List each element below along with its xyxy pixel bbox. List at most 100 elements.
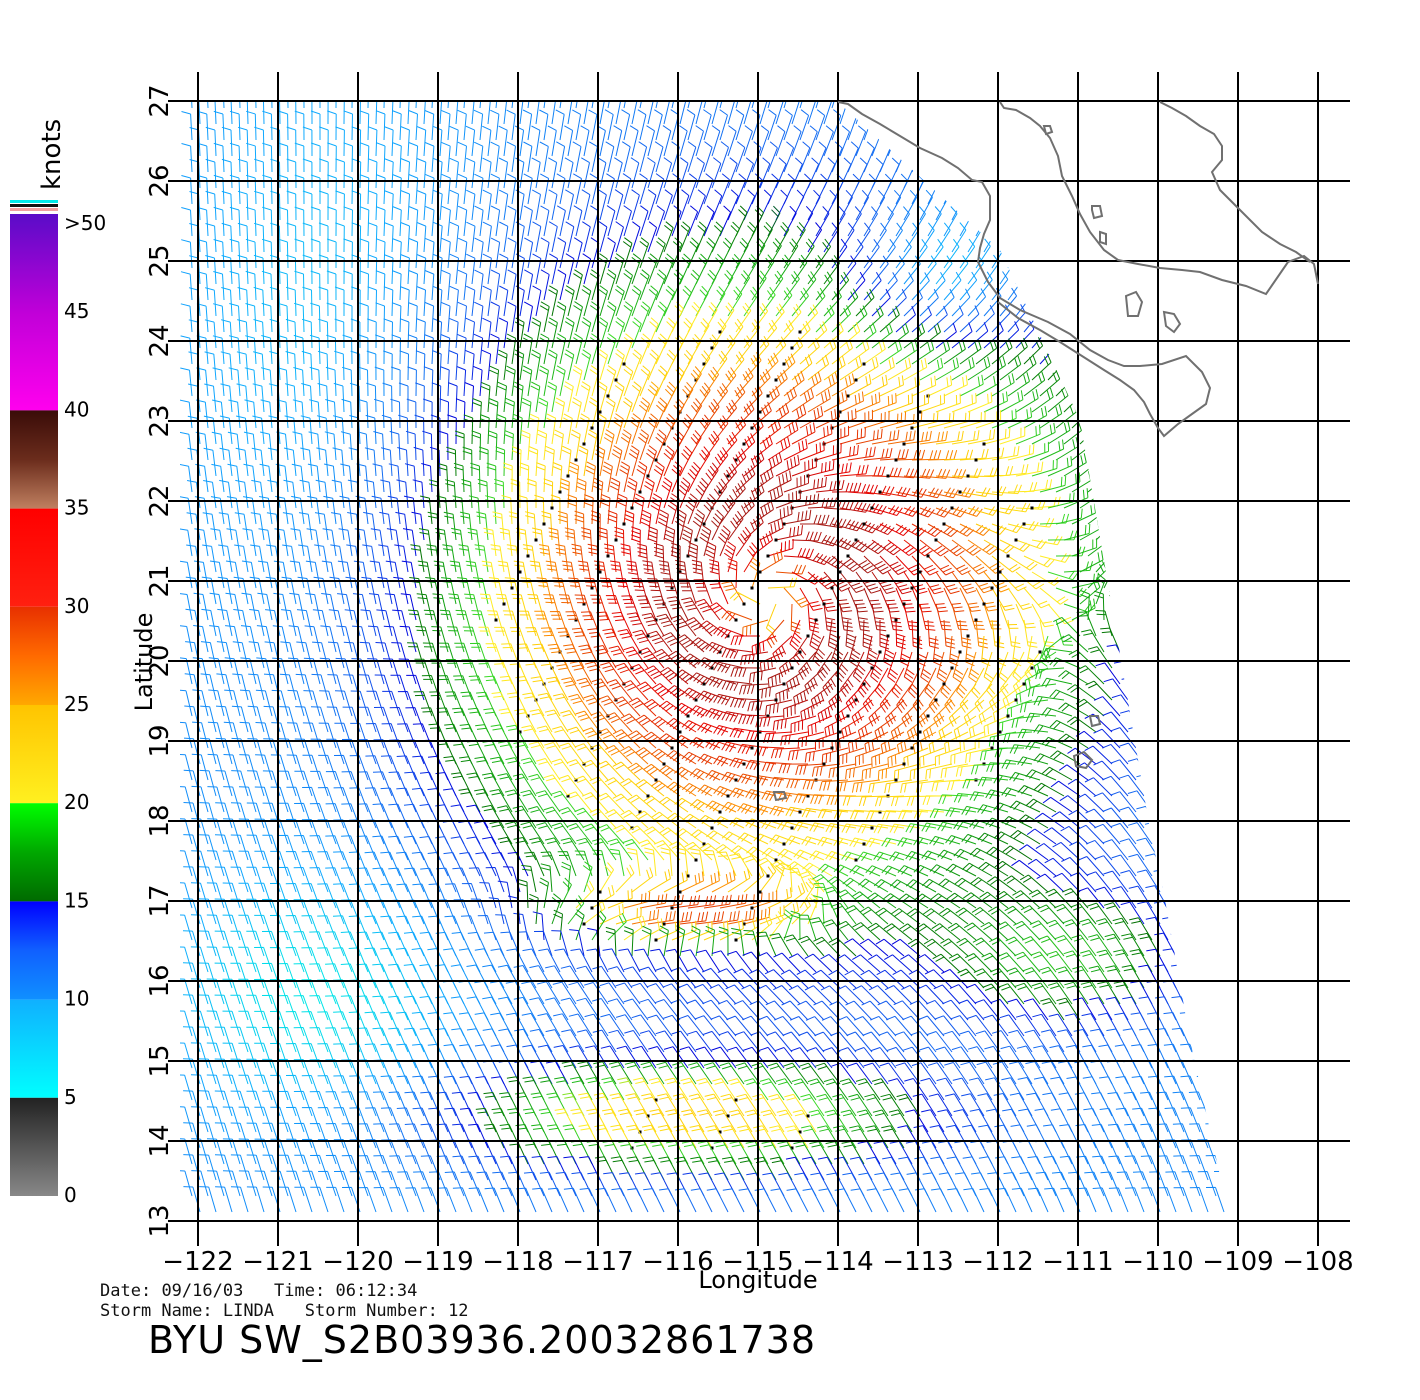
wind-barb xyxy=(1119,205,1129,237)
wind-barb xyxy=(1189,477,1199,509)
wind-barb xyxy=(1161,852,1185,877)
wind-barb xyxy=(481,804,505,829)
rain-flag xyxy=(622,522,626,526)
wind-barb xyxy=(663,413,676,445)
wind-barb xyxy=(1204,995,1225,1021)
wind-barb xyxy=(1095,285,1109,317)
wind-barb xyxy=(863,305,884,333)
wind-barb xyxy=(1183,429,1193,461)
wind-barb xyxy=(262,206,273,237)
wind-barb xyxy=(903,603,920,631)
wind-barb xyxy=(328,609,345,637)
wind-barb xyxy=(871,393,897,413)
wind-barb xyxy=(564,317,575,349)
wind-barb xyxy=(863,173,877,205)
wind-barb xyxy=(620,102,630,109)
wind-barb xyxy=(629,413,641,445)
wind-barb xyxy=(204,351,217,381)
wind-barb xyxy=(590,594,609,621)
wind-barb xyxy=(194,496,209,525)
wind-barb xyxy=(564,381,574,413)
wind-barb xyxy=(877,763,905,781)
colorbar-label: 45 xyxy=(64,299,89,323)
wind-barb xyxy=(679,381,694,413)
wind-barb xyxy=(661,632,689,653)
wind-barb xyxy=(999,287,1018,317)
wind-barb xyxy=(940,667,953,699)
wind-barb xyxy=(895,449,926,461)
wind-barb xyxy=(730,667,761,678)
wind-barb xyxy=(579,413,590,445)
wind-barb xyxy=(1135,365,1149,397)
wind-barb xyxy=(540,269,550,301)
wind-barb xyxy=(893,763,921,781)
wind-barb xyxy=(943,587,965,613)
rain-flag xyxy=(766,554,770,558)
wind-barb xyxy=(1204,253,1214,285)
wind-barb xyxy=(449,317,459,349)
wind-barb xyxy=(860,969,889,989)
latitude-tick: 24 xyxy=(145,324,175,357)
wind-barb xyxy=(1179,141,1189,173)
wind-barb xyxy=(230,802,249,829)
wind-barb xyxy=(1220,413,1230,445)
wind-barb xyxy=(783,547,814,559)
wind-barb xyxy=(685,102,695,109)
wind-barb xyxy=(663,285,676,317)
wind-barb xyxy=(327,641,345,669)
wind-barb xyxy=(213,174,225,205)
wind-barb xyxy=(1127,317,1140,349)
wind-barb xyxy=(917,699,937,728)
wind-barb xyxy=(1195,947,1217,973)
wind-barb xyxy=(951,189,965,221)
latitude-tick: 22 xyxy=(145,484,175,517)
wind-barb xyxy=(919,506,951,518)
wind-barb xyxy=(471,610,489,637)
wind-barb xyxy=(1119,333,1133,365)
wind-barb xyxy=(815,338,837,365)
wind-barb xyxy=(262,110,273,141)
wind-barb xyxy=(1185,625,1201,653)
longitude-tick: −113 xyxy=(882,1247,953,1277)
wind-barb xyxy=(751,303,769,333)
wind-barb xyxy=(1166,574,1177,605)
wind-barb xyxy=(1063,125,1072,157)
wind-barb xyxy=(1124,102,1134,125)
wind-barb xyxy=(260,399,273,429)
wind-barb xyxy=(1079,285,1094,317)
wind-barb xyxy=(462,626,481,653)
wind-barb xyxy=(489,365,500,397)
wind-barb xyxy=(577,560,593,589)
wind-barb xyxy=(1075,698,1105,717)
wind-barb xyxy=(759,157,771,189)
wind-barb xyxy=(887,747,913,768)
wind-barb xyxy=(532,253,542,285)
wind-barb xyxy=(1007,205,1021,237)
wind-barb xyxy=(215,737,233,765)
wind-barb xyxy=(631,867,654,893)
wind-barb xyxy=(687,542,698,573)
wind-barb xyxy=(922,715,945,741)
wind-barb xyxy=(863,410,890,429)
wind-barb xyxy=(1071,934,1097,957)
wind-barb xyxy=(730,635,760,646)
wind-barb xyxy=(703,398,720,429)
wind-barb xyxy=(230,1090,249,1117)
wind-barb xyxy=(919,255,937,285)
wind-barb xyxy=(598,695,625,717)
wind-barb xyxy=(180,1074,193,1101)
rain-flag xyxy=(902,442,906,446)
latitude-tick: 13 xyxy=(145,1204,175,1237)
wind-barb xyxy=(679,413,694,445)
latitude-tick: 23 xyxy=(145,404,175,437)
wind-barb xyxy=(560,965,585,989)
wind-barb xyxy=(875,938,905,957)
wind-barb xyxy=(815,271,833,301)
wind-barb xyxy=(530,102,540,125)
wind-barb xyxy=(706,830,737,845)
wind-barb xyxy=(341,398,353,429)
wind-barb xyxy=(547,125,557,157)
wind-barb xyxy=(256,657,273,685)
wind-barb xyxy=(749,557,761,589)
wind-barb xyxy=(590,711,617,733)
